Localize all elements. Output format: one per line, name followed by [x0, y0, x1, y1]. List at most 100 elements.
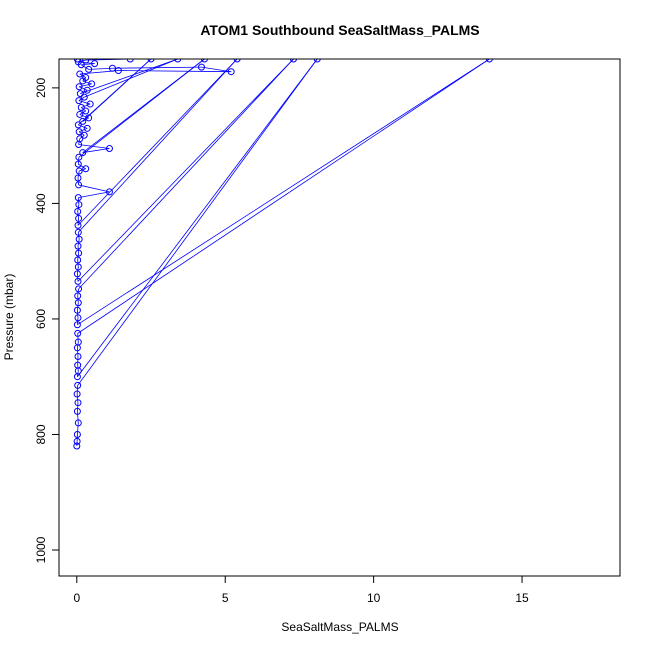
data-point	[75, 181, 83, 189]
series-segment	[77, 59, 294, 282]
data-point	[289, 59, 297, 63]
data-point	[313, 59, 321, 63]
data-point	[82, 107, 90, 115]
series-segment	[84, 59, 178, 98]
series-segment	[82, 77, 87, 82]
data-point	[85, 65, 93, 73]
data-point	[73, 321, 81, 329]
data-point	[200, 59, 208, 63]
series-segment	[77, 59, 238, 233]
data-point	[75, 153, 83, 161]
data-point	[83, 124, 91, 132]
data-point	[108, 64, 116, 72]
y-tick-label: 400	[34, 193, 48, 213]
data-point	[76, 110, 84, 118]
series-segment	[78, 100, 91, 105]
x-axis-label: SeaSaltMass_PALMS	[281, 620, 398, 634]
series-segment	[82, 59, 205, 153]
data-point	[74, 419, 82, 427]
series-segment	[80, 59, 178, 95]
data-point	[74, 194, 82, 202]
data-point	[82, 73, 90, 81]
series-segment	[78, 163, 86, 170]
data-point	[73, 390, 81, 398]
x-tick-label: 0	[73, 591, 80, 605]
data-point	[83, 86, 91, 94]
data-point	[75, 214, 83, 222]
series-segment	[77, 422, 79, 435]
data-point	[74, 221, 82, 229]
series-segment	[77, 273, 79, 282]
data-point	[105, 145, 113, 153]
series-segment	[82, 80, 92, 85]
data-point	[114, 67, 122, 75]
data-point	[105, 188, 113, 196]
x-tick-label: 10	[367, 591, 381, 605]
series-segment	[79, 83, 92, 88]
data-point	[485, 59, 493, 63]
series-segment	[77, 239, 80, 247]
data-point	[73, 270, 81, 278]
series-segment	[78, 144, 110, 149]
y-tick-label: 200	[34, 78, 48, 98]
series-segment	[76, 385, 79, 395]
x-tick-label: 15	[515, 591, 529, 605]
series-segment	[77, 310, 79, 318]
x-tick-label: 5	[222, 591, 229, 605]
data-point	[74, 314, 82, 322]
data-point	[197, 63, 205, 71]
plot-area	[73, 59, 493, 450]
series-segment	[88, 67, 113, 70]
data-point	[75, 167, 83, 175]
series-segment	[118, 70, 232, 73]
series-segment	[77, 170, 80, 179]
chart-title: ATOM1 Southbound SeaSaltMass_PALMS	[200, 22, 479, 38]
data-point	[76, 70, 84, 78]
data-point	[74, 399, 82, 407]
y-tick-label: 600	[34, 309, 48, 329]
data-point	[75, 97, 83, 105]
series-segment	[78, 184, 110, 193]
data-point	[74, 299, 82, 307]
data-point	[79, 149, 87, 157]
series-segment	[81, 64, 89, 70]
series-segment	[77, 333, 79, 343]
series-segment	[82, 148, 110, 153]
data-point	[174, 59, 182, 63]
data-point	[75, 128, 83, 136]
data-point	[74, 160, 82, 168]
data-point	[73, 59, 81, 63]
data-point	[85, 114, 93, 122]
series-segment	[201, 66, 232, 73]
data-point	[86, 100, 94, 108]
data-point	[147, 59, 155, 63]
y-tick-label: 1000	[34, 536, 48, 563]
data-point	[76, 90, 84, 98]
series-segment	[112, 66, 202, 69]
data-point	[74, 381, 82, 389]
series-segment	[77, 59, 318, 386]
data-point	[74, 277, 82, 285]
data-point	[79, 117, 87, 125]
data-point	[91, 60, 99, 68]
series-segment	[80, 89, 88, 95]
data-point	[74, 59, 82, 66]
data-point	[74, 174, 82, 182]
data-point	[73, 407, 81, 415]
data-point	[74, 256, 82, 264]
series-segment	[77, 411, 79, 423]
data-point	[75, 201, 83, 209]
data-point	[80, 131, 88, 139]
data-point	[227, 68, 235, 76]
series-segment	[77, 302, 79, 311]
data-point	[126, 59, 134, 63]
data-point	[73, 430, 81, 438]
data-point	[74, 329, 82, 337]
data-point	[80, 93, 88, 101]
data-point	[74, 208, 82, 215]
series-segment	[77, 347, 79, 357]
data-point	[82, 165, 90, 173]
x-axis: 0 5 10 15	[73, 575, 529, 605]
series-segment	[76, 393, 79, 403]
data-point	[74, 228, 82, 236]
